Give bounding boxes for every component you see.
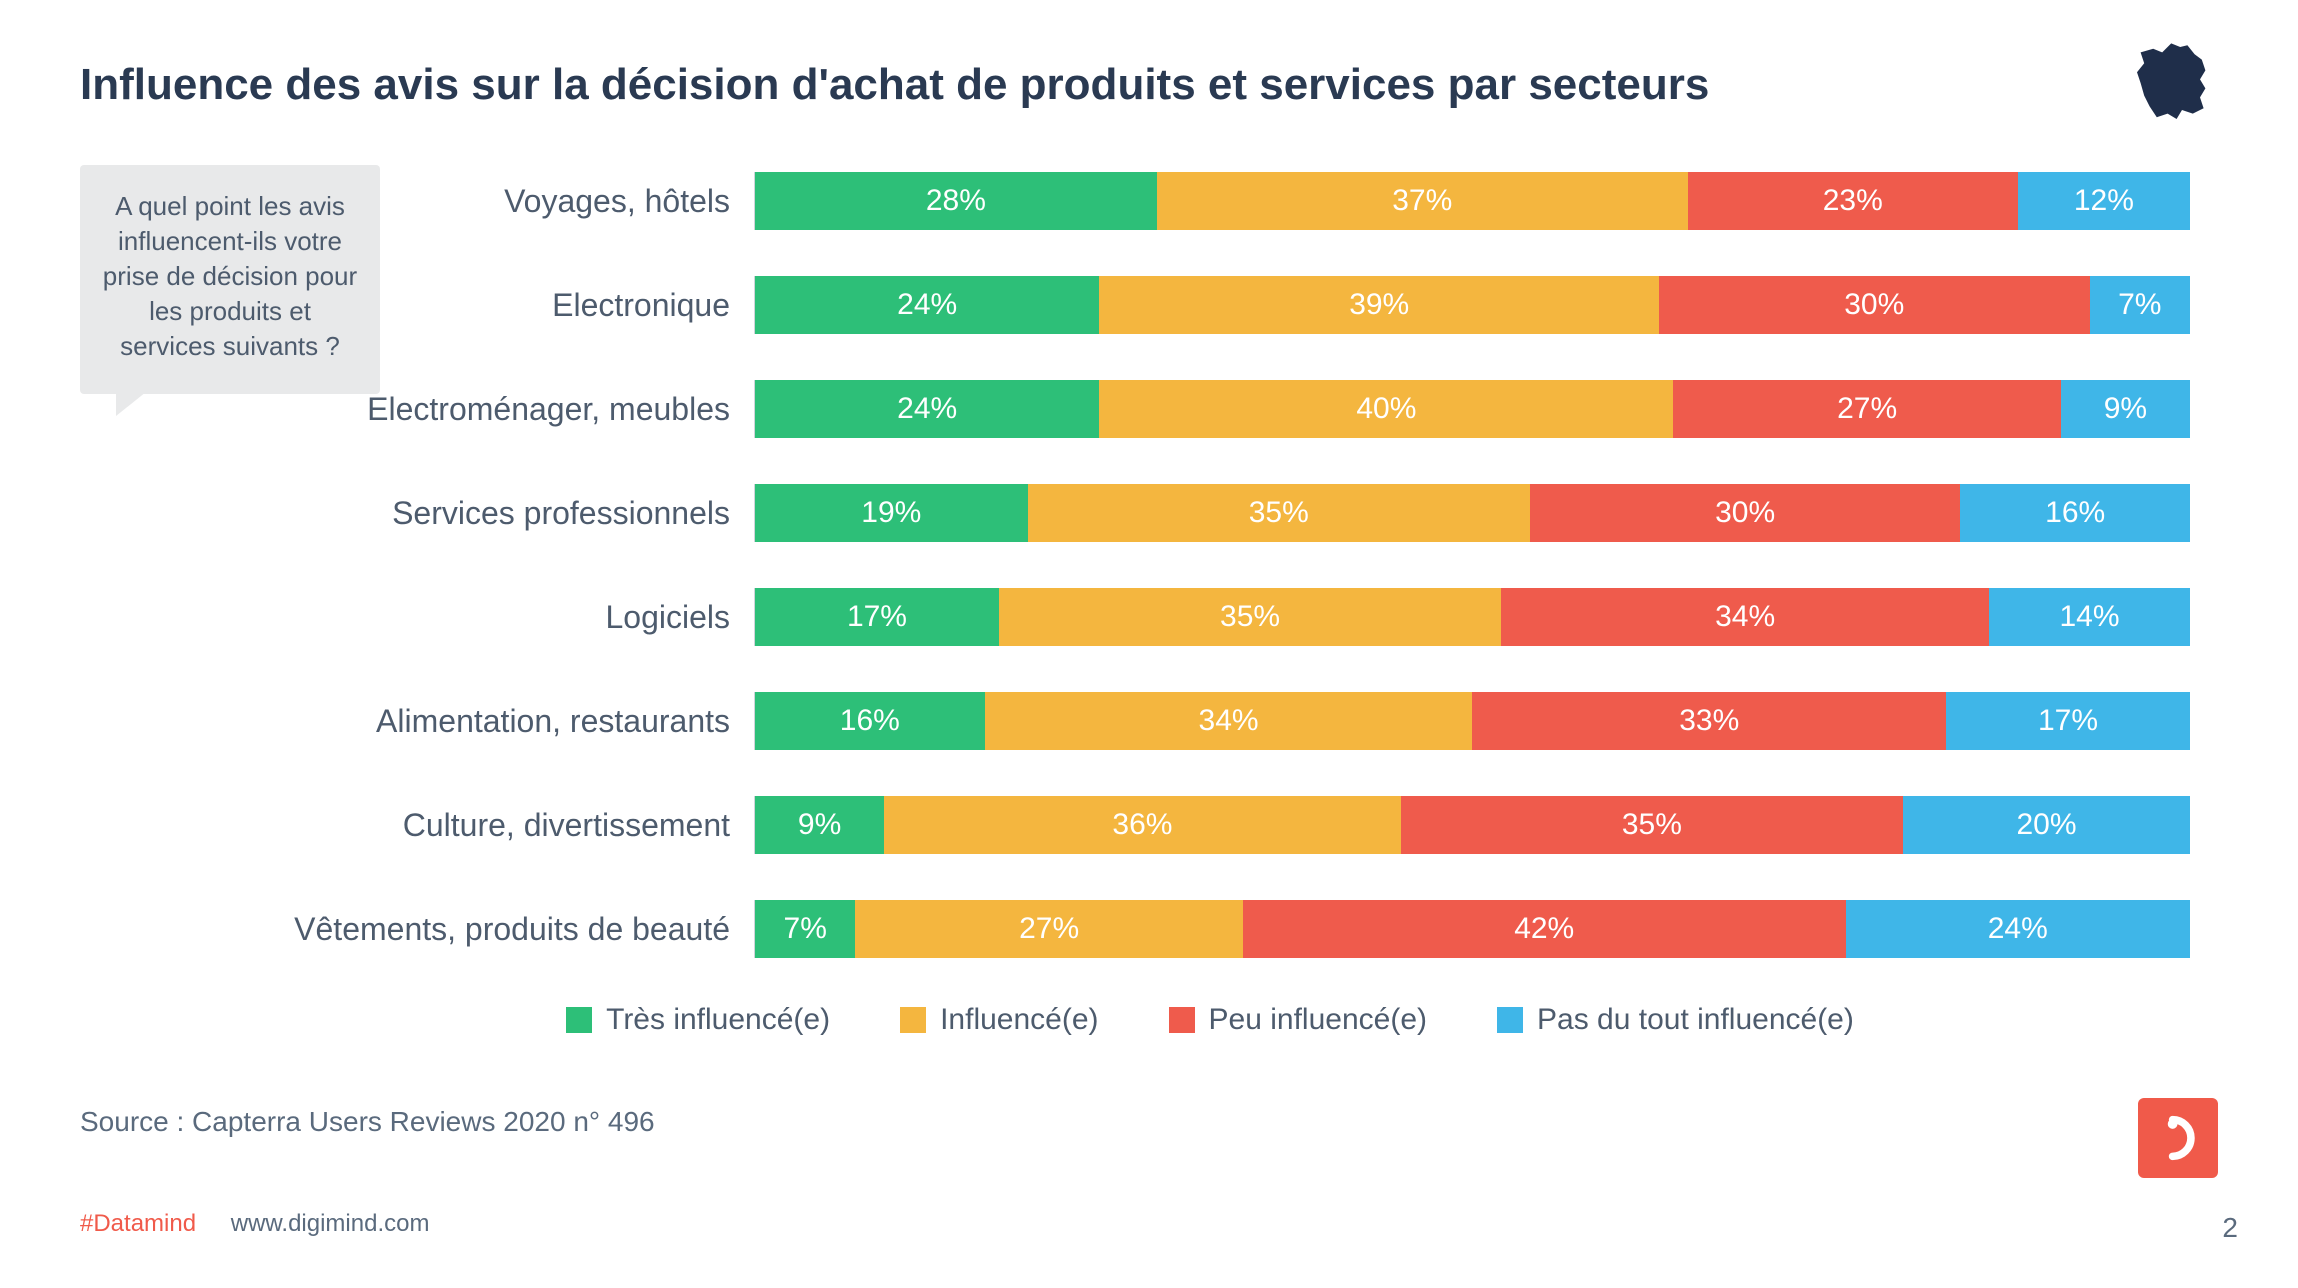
bar-segment: 34% bbox=[985, 692, 1473, 750]
bar-segment: 9% bbox=[2061, 380, 2190, 438]
bar-segment: 28% bbox=[755, 172, 1157, 230]
legend-swatch bbox=[900, 1007, 926, 1033]
chart-row: Logiciels17%35%34%14% bbox=[230, 581, 2190, 653]
bar-segment: 35% bbox=[1401, 796, 1903, 854]
bar-segment: 24% bbox=[755, 276, 1099, 334]
row-label: Vêtements, produits de beauté bbox=[230, 911, 754, 948]
bar-segment: 9% bbox=[755, 796, 884, 854]
page-number: 2 bbox=[2222, 1212, 2238, 1244]
bar-segment: 30% bbox=[1659, 276, 2090, 334]
bar-segment: 17% bbox=[1946, 692, 2190, 750]
footer: #Datamind www.digimind.com bbox=[80, 1210, 429, 1238]
bar-segment: 23% bbox=[1688, 172, 2018, 230]
legend-swatch bbox=[1169, 1007, 1195, 1033]
legend: Très influencé(e) Influencé(e) Peu influen… bbox=[230, 1003, 2190, 1037]
question-text: A quel point les avis influencent-ils vo… bbox=[103, 191, 357, 361]
chart-row: Culture, divertissement9%36%35%20% bbox=[230, 789, 2190, 861]
chart-row: Services professionnels19%35%30%16% bbox=[230, 477, 2190, 549]
chart-row: Voyages, hôtels28%37%23%12% bbox=[230, 165, 2190, 237]
bar-segment: 39% bbox=[1099, 276, 1659, 334]
stacked-bar: 16%34%33%17% bbox=[754, 692, 2190, 750]
legend-label: Influencé(e) bbox=[940, 1003, 1098, 1037]
slide-title: Influence des avis sur la décision d'ach… bbox=[80, 60, 2218, 110]
row-label: Logiciels bbox=[230, 599, 754, 636]
bar-segment: 35% bbox=[1028, 484, 1530, 542]
chart-row: Electroménager, meubles24%40%27%9% bbox=[230, 373, 2190, 445]
legend-item: Pas du tout influencé(e) bbox=[1497, 1003, 1854, 1037]
bar-segment: 17% bbox=[755, 588, 999, 646]
stacked-bar: 9%36%35%20% bbox=[754, 796, 2190, 854]
chart-row: Vêtements, produits de beauté7%27%42%24% bbox=[230, 893, 2190, 965]
bar-segment: 12% bbox=[2018, 172, 2190, 230]
bar-segment: 37% bbox=[1157, 172, 1688, 230]
stacked-bar: 7%27%42%24% bbox=[754, 900, 2190, 958]
bar-segment: 35% bbox=[999, 588, 1501, 646]
bar-segment: 27% bbox=[855, 900, 1242, 958]
legend-label: Peu influencé(e) bbox=[1209, 1003, 1427, 1037]
digimind-logo-icon bbox=[2138, 1098, 2218, 1178]
stacked-bar: 24%39%30%7% bbox=[754, 276, 2190, 334]
legend-item: Peu influencé(e) bbox=[1169, 1003, 1427, 1037]
bar-segment: 36% bbox=[884, 796, 1401, 854]
legend-item: Très influencé(e) bbox=[566, 1003, 830, 1037]
bar-segment: 34% bbox=[1501, 588, 1989, 646]
bar-segment: 14% bbox=[1989, 588, 2190, 646]
chart-row: Electronique24%39%30%7% bbox=[230, 269, 2190, 341]
stacked-bar: 19%35%30%16% bbox=[754, 484, 2190, 542]
legend-label: Pas du tout influencé(e) bbox=[1537, 1003, 1854, 1037]
bar-segment: 30% bbox=[1530, 484, 1961, 542]
bar-segment: 16% bbox=[1960, 484, 2190, 542]
footer-url: www.digimind.com bbox=[231, 1210, 430, 1237]
body-area: A quel point les avis influencent-ils vo… bbox=[80, 165, 2218, 1037]
legend-label: Très influencé(e) bbox=[606, 1003, 830, 1037]
stacked-bar: 24%40%27%9% bbox=[754, 380, 2190, 438]
callout-tail bbox=[116, 392, 146, 416]
chart-row: Alimentation, restaurants16%34%33%17% bbox=[230, 685, 2190, 757]
stacked-bar: 28%37%23%12% bbox=[754, 172, 2190, 230]
row-label: Electroménager, meubles bbox=[230, 391, 754, 428]
bar-segment: 16% bbox=[755, 692, 985, 750]
legend-swatch bbox=[566, 1007, 592, 1033]
bar-segment: 7% bbox=[755, 900, 855, 958]
bar-segment: 27% bbox=[1673, 380, 2060, 438]
slide: Influence des avis sur la décision d'ach… bbox=[0, 0, 2298, 1288]
bar-segment: 42% bbox=[1243, 900, 1846, 958]
legend-item: Influencé(e) bbox=[900, 1003, 1098, 1037]
bar-segment: 7% bbox=[2090, 276, 2190, 334]
stacked-bar-chart: Voyages, hôtels28%37%23%12% Electronique2… bbox=[230, 165, 2190, 1037]
row-label: Culture, divertissement bbox=[230, 807, 754, 844]
bar-segment: 24% bbox=[755, 380, 1099, 438]
footer-hashtag: #Datamind bbox=[80, 1210, 196, 1237]
stacked-bar: 17%35%34%14% bbox=[754, 588, 2190, 646]
bar-segment: 19% bbox=[755, 484, 1028, 542]
row-label: Alimentation, restaurants bbox=[230, 703, 754, 740]
row-label: Services professionnels bbox=[230, 495, 754, 532]
france-map-icon bbox=[2128, 38, 2218, 133]
bar-segment: 33% bbox=[1472, 692, 1946, 750]
bar-segment: 20% bbox=[1903, 796, 2190, 854]
question-callout: A quel point les avis influencent-ils vo… bbox=[80, 165, 380, 394]
bar-segment: 40% bbox=[1099, 380, 1673, 438]
source-line: Source : Capterra Users Reviews 2020 n° … bbox=[80, 1106, 655, 1138]
bar-segment: 24% bbox=[1846, 900, 2190, 958]
legend-swatch bbox=[1497, 1007, 1523, 1033]
